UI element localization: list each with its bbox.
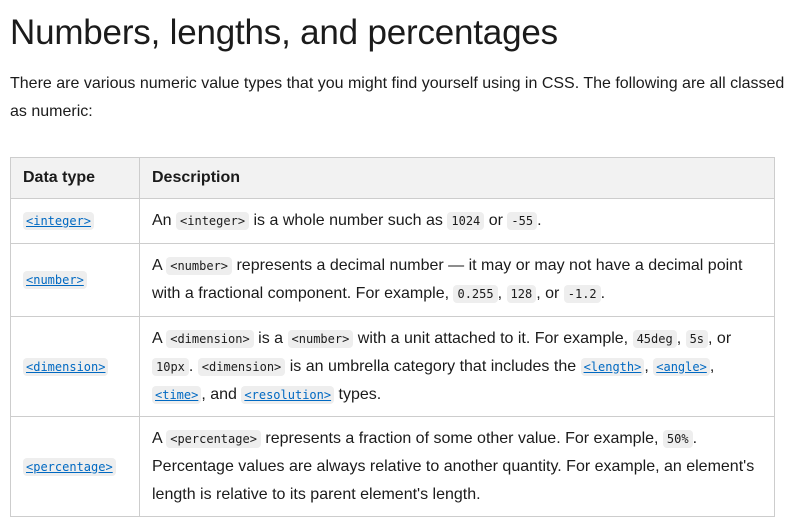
desc-text: ,: [497, 285, 507, 302]
length-link[interactable]: <length>: [580, 357, 645, 376]
inline-code: 0.255: [453, 285, 498, 303]
table-row: <dimension> A <dimension> is a <number> …: [10, 316, 775, 417]
desc-text: .: [537, 212, 542, 229]
desc-text: .: [188, 357, 198, 375]
inline-code: 5s: [685, 329, 709, 348]
header-data-type: Data type: [10, 157, 140, 199]
desc-text: ,: [676, 329, 686, 347]
integer-link[interactable]: <integer>: [23, 212, 95, 230]
inline-code: -1.2: [563, 285, 601, 303]
table-row: <integer> An <integer> is a whole number…: [10, 198, 775, 244]
number-link[interactable]: <number>: [23, 271, 87, 289]
desc-text: is a whole number such as: [249, 212, 448, 229]
table-row: <number> A <number> represents a decimal…: [10, 243, 775, 317]
inline-code: 10px: [152, 357, 189, 376]
dimension-link[interactable]: <dimension>: [23, 357, 109, 376]
type-cell: <number>: [10, 243, 140, 317]
inline-code: 1024: [447, 212, 485, 230]
desc-text: An: [152, 212, 177, 229]
inline-code: 45deg: [632, 329, 677, 348]
inline-code: <percentage>: [166, 429, 261, 448]
time-link[interactable]: <time>: [152, 385, 202, 404]
desc-text: A: [152, 329, 167, 347]
desc-text: types.: [334, 385, 382, 403]
description-cell: A <percentage> represents a fraction of …: [139, 416, 775, 517]
desc-text: , or: [536, 285, 564, 302]
inline-code: -55: [507, 212, 538, 230]
inline-code: <number>: [166, 257, 233, 275]
page-title: Numbers, lengths, and percentages: [10, 13, 558, 52]
table-header-row: Data type Description: [10, 157, 775, 199]
numeric-types-table: Data type Description <integer> An <inte…: [10, 157, 775, 517]
table-row: <percentage> A <percentage> represents a…: [10, 416, 775, 517]
intro-paragraph: There are various numeric value types th…: [10, 75, 785, 120]
desc-text: .: [600, 285, 606, 302]
desc-text: represents a fraction of some other valu…: [260, 429, 663, 447]
desc-text: , and: [201, 385, 242, 403]
angle-link[interactable]: <angle>: [653, 357, 710, 376]
resolution-link[interactable]: <resolution>: [241, 385, 335, 404]
inline-code: 50%: [662, 429, 693, 448]
inline-code: <dimension>: [197, 357, 286, 376]
inline-code: 128: [506, 285, 537, 303]
inline-code: <number>: [287, 329, 354, 348]
type-cell: <percentage>: [10, 416, 140, 517]
desc-text: is an umbrella category that includes th…: [285, 357, 581, 375]
description-cell: A <number> represents a decimal number —…: [139, 243, 775, 317]
desc-text: is a: [253, 329, 288, 347]
desc-text: ,: [644, 357, 654, 375]
inline-code: <integer>: [176, 212, 250, 230]
percentage-link[interactable]: <percentage>: [23, 457, 116, 476]
desc-text: represents a decimal number — it may or …: [152, 257, 743, 302]
description-cell: A <dimension> is a <number> with a unit …: [139, 316, 775, 417]
type-cell: <integer>: [10, 198, 140, 244]
desc-text: or: [484, 212, 508, 229]
description-cell: An <integer> is a whole number such as 1…: [139, 198, 775, 244]
desc-text: A: [152, 257, 167, 274]
desc-text: . Percentage values are always relative …: [152, 429, 755, 503]
desc-text: A: [152, 429, 167, 447]
inline-code: <dimension>: [166, 329, 254, 348]
desc-text: , or: [708, 329, 732, 347]
desc-text: with a unit attached to it. For example,: [353, 329, 633, 347]
header-description: Description: [139, 157, 775, 199]
type-cell: <dimension>: [10, 316, 140, 417]
desc-text: ,: [709, 357, 715, 375]
